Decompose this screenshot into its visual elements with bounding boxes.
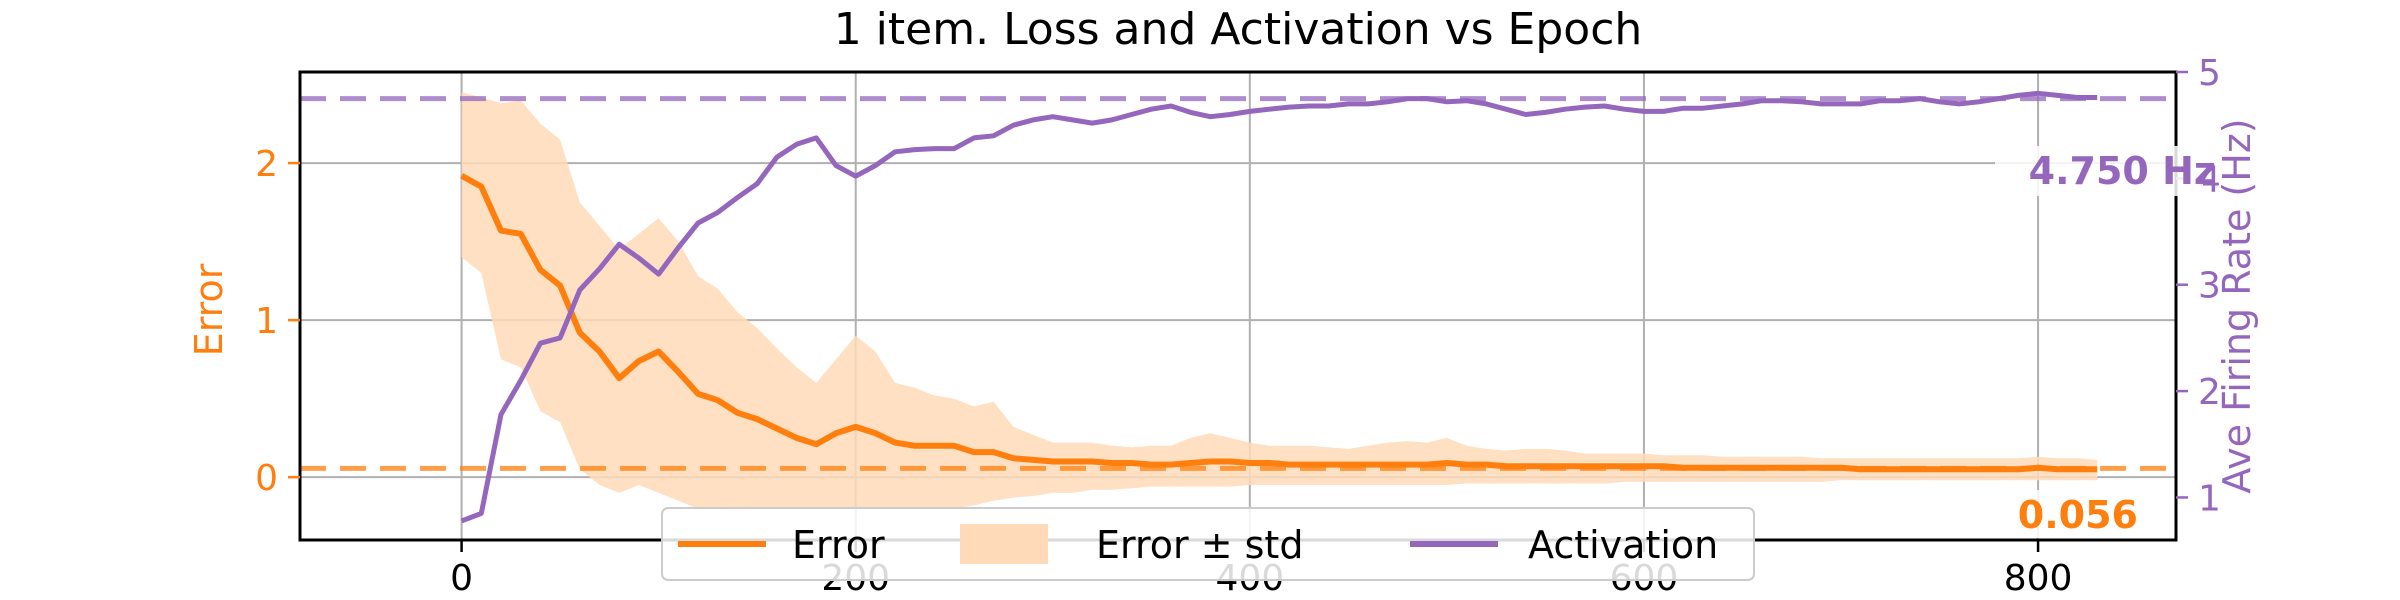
legend-swatch-error-band [960,524,1048,564]
error-series-line [460,173,2098,473]
legend-label-activation: Activation [1528,523,1718,567]
chart-title: 1 item. Loss and Activation vs Epoch [834,4,1643,55]
y-right-tick-label: 5 [2198,53,2221,94]
y-right-tick-label: 1 [2198,478,2221,519]
series-lines [460,90,2098,524]
y-axis-label-right: Ave Firing Rate (Hz) [2215,118,2259,493]
y-left-tick-label: 0 [255,458,278,499]
error-std-band-group [461,92,2098,512]
y-left-tick-label: 1 [255,301,278,342]
legend-box [661,507,1755,581]
error-annotation: 0.056 [1996,490,2144,538]
y-left-tick-label: 2 [255,144,278,185]
error-std-band [461,92,2098,512]
activation-annotation: 4.750 Hz [1995,146,2216,196]
error-value-label: 0.056 [2018,493,2138,537]
x-tick-label: 800 [2004,558,2073,599]
activation-value-label: 4.750 Hz [2029,149,2216,193]
y-right-tick-label: 3 [2198,266,2221,307]
y-right-tick-label: 2 [2198,372,2221,413]
legend-label-error: Error [792,523,885,567]
y-right-tick-label: 4 [2198,159,2221,200]
legend-label-error-band: Error ± std [1096,523,1303,567]
legend: Error Error ± std Activation [661,507,1755,581]
activation-series-line [460,90,2098,524]
y-axis-label-left: Error [187,263,231,356]
x-tick-label: 0 [450,558,473,599]
